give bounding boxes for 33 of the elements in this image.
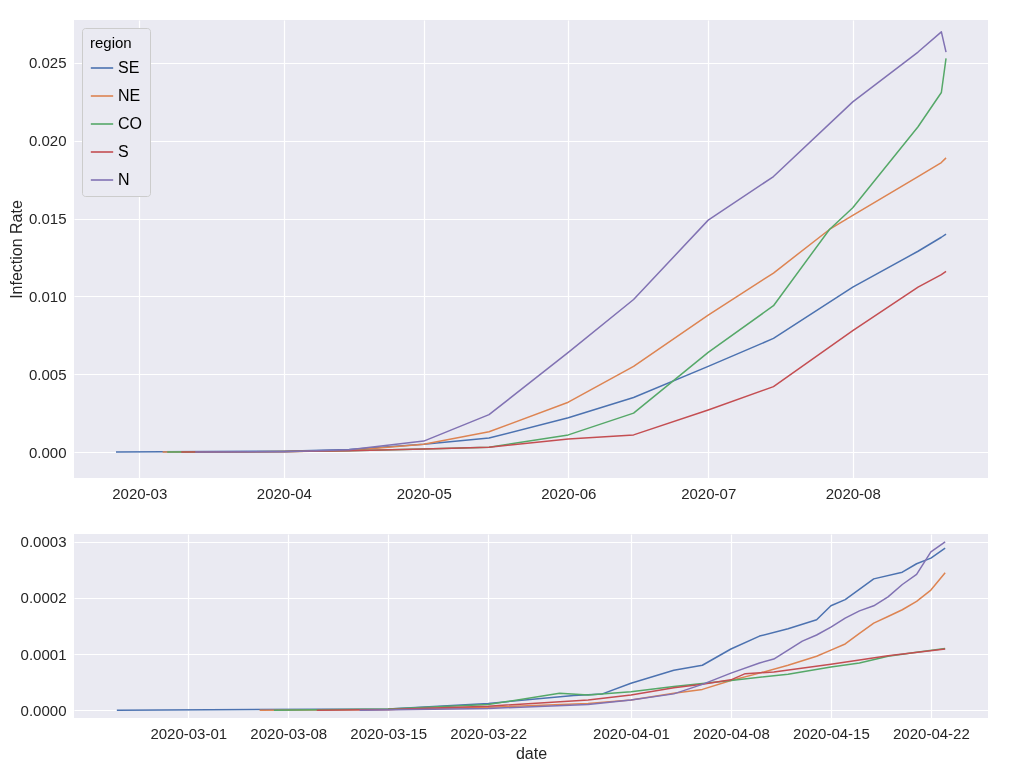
y-tick-label: 0.0003 <box>20 533 67 551</box>
x-tick-label: 2020-04-08 <box>693 724 770 742</box>
x-tick-label: 2020-07 <box>681 484 737 502</box>
x-tick-label: 2020-04 <box>256 484 312 502</box>
y-tick-label: 0.0001 <box>20 645 67 663</box>
y-tick-label: 0.010 <box>28 287 67 305</box>
y-tick-label: 0.0002 <box>20 589 67 607</box>
y-tick-label: 0.020 <box>28 132 67 150</box>
x-tick-label: 2020-06 <box>541 484 597 502</box>
legend-label: N <box>118 171 130 188</box>
line-series <box>358 541 946 711</box>
legend-label: NE <box>118 87 141 104</box>
x-tick-label: 2020-04-01 <box>593 724 670 742</box>
y-tick-label: 0.015 <box>28 210 67 228</box>
y-axis-title: Infection Rate <box>7 200 25 299</box>
legend-label: SE <box>118 59 140 76</box>
legend-title: region <box>90 34 132 51</box>
x-tick-label: 2020-03-08 <box>250 724 328 742</box>
y-tick-label: 0.0000 <box>20 701 67 719</box>
y-tick-label: 0.005 <box>28 365 67 383</box>
x-tick-label: 2020-04-15 <box>793 724 870 742</box>
legend-label: S <box>118 143 129 160</box>
y-tick-label: 0.025 <box>28 54 67 72</box>
x-axis-title: date <box>515 744 548 762</box>
legend-label: CO <box>118 115 142 132</box>
x-tick-label: 2020-03-22 <box>450 724 528 742</box>
x-tick-label: 2020-04-22 <box>893 724 970 742</box>
x-tick-label: 2020-03-01 <box>150 724 228 742</box>
x-tick-label: 2020-03-15 <box>350 724 428 742</box>
x-tick-label: 2020-03 <box>112 484 168 502</box>
y-tick-label: 0.000 <box>28 443 67 461</box>
x-tick-label: 2020-05 <box>396 484 452 502</box>
x-tick-label: 2020-08 <box>825 484 881 502</box>
